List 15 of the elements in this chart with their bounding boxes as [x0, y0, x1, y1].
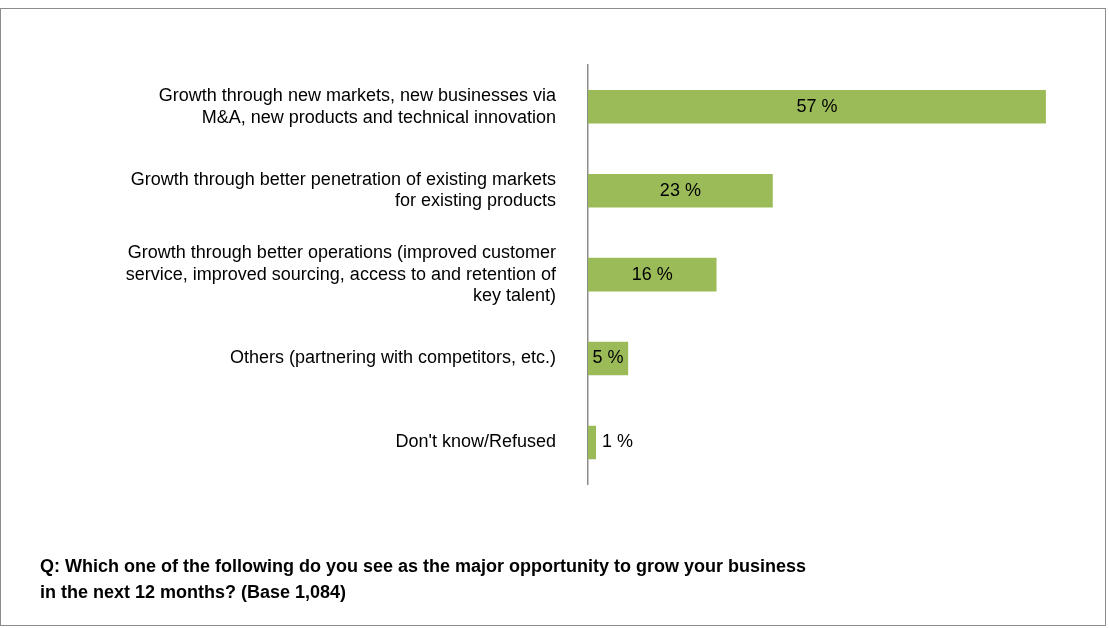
- bar: [588, 257, 717, 292]
- data-label: 16 %: [631, 263, 673, 284]
- y-tick-label: Others (partnering with competitors, etc.): [229, 347, 556, 368]
- bar: [588, 173, 773, 208]
- y-tick-label: Don't know/Refused: [395, 431, 556, 452]
- data-label: 5 %: [592, 347, 624, 368]
- text: Q: Which one of the following do you see as the major opportunity to grow your business in the next 12 months? (Base 1,084): [40, 555, 808, 604]
- data-label: 57 %: [796, 95, 838, 116]
- data-label: 23 %: [659, 179, 701, 200]
- y-tick-label: Growth through better penetration of existing markets for existing products: [130, 168, 556, 211]
- y-tick-label: Growth through new markets, new businesses via M&A, new products and technical innovation: [158, 84, 557, 127]
- bar: [588, 425, 597, 460]
- bar: [588, 89, 1046, 124]
- y-tick-label: Growth through better operations (improved customer service, improved sourcing, access to and retention of key talent): [125, 241, 557, 306]
- data-label: 1 %: [602, 431, 634, 452]
